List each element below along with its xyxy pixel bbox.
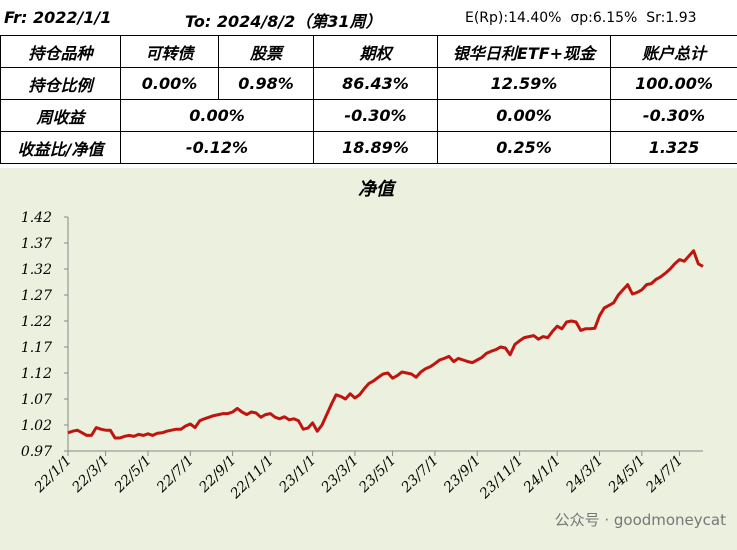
holdings-table: 持仓品种 可转债 股票 期权 银华日利ETF+现金 账户总计 持仓比例 0.00% 0.98%… <box>0 35 737 164</box>
y-tick-label: 1.37 <box>21 236 52 252</box>
y-tick-label: 1.22 <box>21 314 52 330</box>
to-date: To: 2024/8/2（第31周） <box>185 12 382 31</box>
y-tick-label: 1.42 <box>21 210 52 226</box>
chart-background <box>0 168 737 550</box>
cell: 100.00% <box>610 67 737 100</box>
cell: 可转债 <box>120 35 219 68</box>
header: Fr: 2022/1/1 To: 2024/8/2（第31周） E(Rp):14… <box>0 0 737 35</box>
cell: 12.59% <box>437 67 611 100</box>
cell: 0.98% <box>218 67 314 100</box>
cell: 0.00% <box>437 99 611 132</box>
y-tick-label: 0.97 <box>21 444 52 460</box>
data-line <box>67 249 704 440</box>
cell: 0.00% <box>120 67 219 100</box>
cell: 股票 <box>218 35 314 68</box>
cell: -0.12% <box>120 131 314 164</box>
cell: 1.325 <box>610 131 737 164</box>
cell: 0.00% <box>120 99 314 132</box>
cell: -0.30% <box>610 99 737 132</box>
chart-title: 净值 <box>358 179 397 200</box>
y-tick-label: 1.02 <box>21 418 52 434</box>
cell: 0.25% <box>437 131 611 164</box>
cell: 收益比/净值 <box>0 131 121 164</box>
y-tick-label: 1.17 <box>21 340 52 356</box>
cell: 持仓品种 <box>0 35 121 68</box>
cell: 86.43% <box>313 67 438 100</box>
y-tick-label: 1.32 <box>21 262 52 278</box>
cell: 期权 <box>313 35 438 68</box>
chart: 净值 公众号 · goodmoneycat 0.97 1.02 1.07 1.12 1.… <box>0 168 737 550</box>
cell: 周收益 <box>0 99 121 132</box>
y-tick-label: 1.27 <box>21 288 52 304</box>
stats: E(Rp):14.40% σp:6.15% Sr:1.93 <box>465 10 697 26</box>
cell: 账户总计 <box>610 35 737 68</box>
y-tick-label: 1.12 <box>21 366 52 382</box>
cell: 持仓比例 <box>0 67 121 100</box>
watermark: 公众号 · goodmoneycat <box>555 511 727 529</box>
y-tick-label: 1.07 <box>21 392 52 408</box>
cell: -0.30% <box>313 99 438 132</box>
cell: 18.89% <box>313 131 438 164</box>
from-date: Fr: 2022/1/1 <box>4 8 112 27</box>
cell: 银华日利ETF+现金 <box>437 35 611 68</box>
